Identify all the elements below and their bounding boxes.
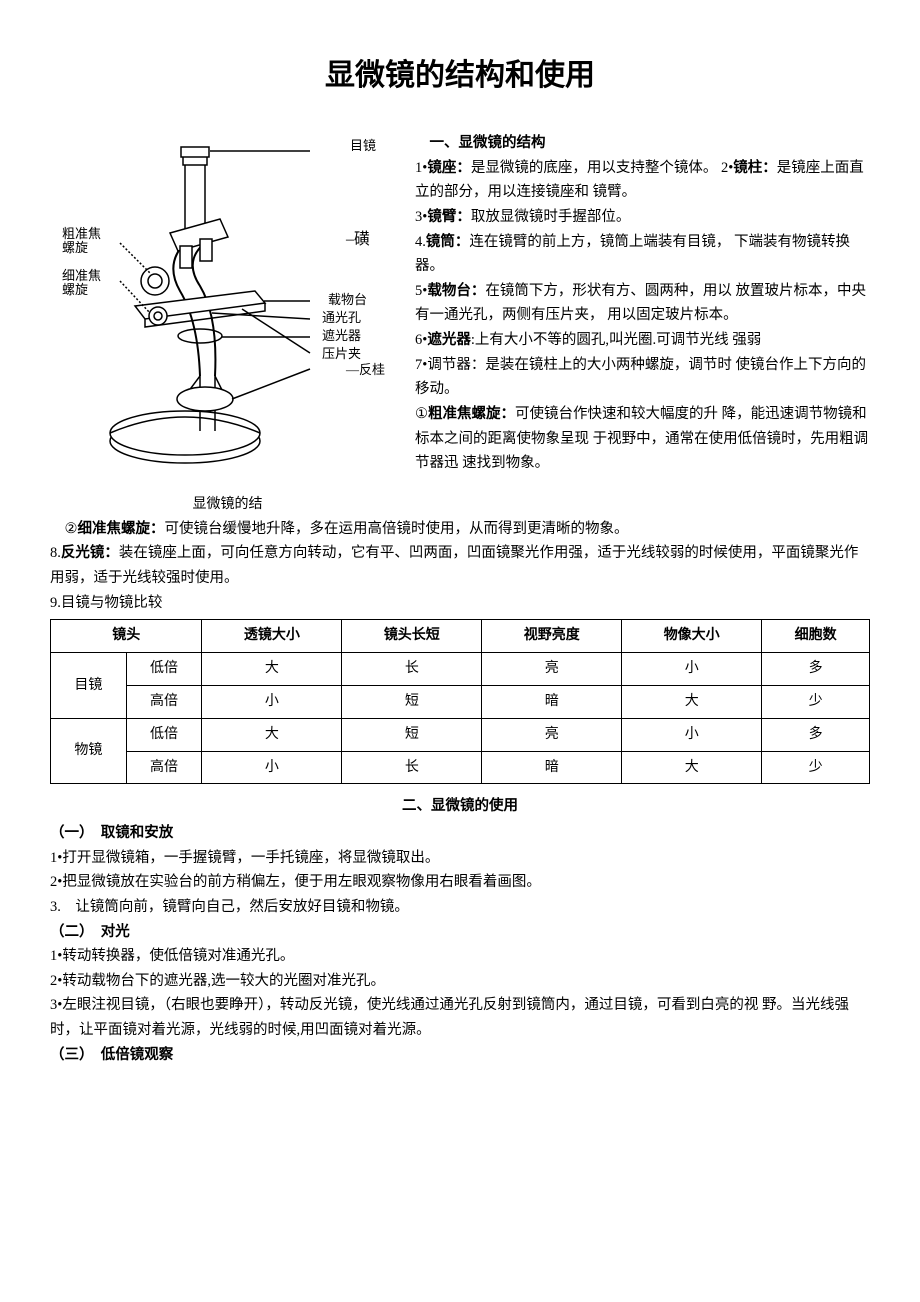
label-fine-2: 螺旋	[62, 283, 88, 297]
p-mirror: 8.反光镜：装在镜座上面，可向任意方向转动，它有平、凹两面，凹面镜聚光作用强，适…	[50, 541, 870, 590]
th-length: 镜头长短	[342, 620, 482, 653]
s2-1: 1•转动转换器，使低倍镜对准通光孔。	[50, 944, 870, 969]
th-imgsize: 物像大小	[622, 620, 762, 653]
s2-3: 3•左眼注视目镜，（右眼也要睁开），转动反光镜，使光线通过通光孔反射到镜筒内，通…	[50, 993, 870, 1042]
structure-text: 一、显微镜的结构 1•镜座：是显微镜的底座，用以支持整个镜体。 2•镜柱：是镜座…	[415, 131, 870, 476]
p-stage: 5•载物台：在镜筒下方，形状有方、圆两种，用以 放置玻片标本，中央有一通光孔，两…	[415, 279, 870, 328]
sub1: （一） 取镜和安放	[50, 821, 870, 846]
table-row: 目镜 低倍 大 长 亮 小 多	[51, 653, 870, 686]
th-lens: 镜头	[51, 620, 202, 653]
sec1-heading: 一、显微镜的结构	[415, 131, 870, 156]
s1-3: 3. 让镜筒向前，镜臂向自己，然后安放好目镜和物镜。	[50, 895, 870, 920]
page-title: 显微镜的结构和使用	[50, 50, 870, 101]
s1-2: 2•把显微镜放在实验台的前方稍偏左，便于用左眼观察物像用右眼看着画图。	[50, 870, 870, 895]
usage-text: （一） 取镜和安放 1•打开显微镜箱，一手握镜臂，一手托镜座，将显微镜取出。 2…	[50, 821, 870, 1067]
p-arm: 3•镜臂：取放显微镜时手握部位。	[415, 205, 870, 230]
td-objective: 物镜	[51, 718, 127, 784]
p-adjuster: 7•调节器：是装在镜柱上的大小两种螺旋，调节时 使镜台作上下方向的移动。	[415, 353, 870, 402]
diagram-caption: 显微镜的结	[50, 493, 405, 517]
lens-comparison-table: 镜头 透镜大小 镜头长短 视野亮度 物像大小 细胞数 目镜 低倍 大 长 亮 小…	[50, 619, 870, 784]
sec2-heading: 二、显微镜的使用	[50, 794, 870, 819]
microscope-svg	[50, 141, 320, 471]
table-row: 镜头 透镜大小 镜头长短 视野亮度 物像大小 细胞数	[51, 620, 870, 653]
table-row: 高倍 小 长 暗 大 少	[51, 751, 870, 784]
after-float-text: ②细准焦螺旋：可使镜台缓慢地升降，多在运用高倍镜时使用，从而得到更清晰的物象。 …	[50, 517, 870, 616]
label-diaphragm: 遮光器	[322, 329, 361, 343]
p-tube: 4.镜筒：连在镜臂的前上方，镜筒上端装有目镜， 下端装有物镜转换器。	[415, 230, 870, 279]
p-coarse: ①粗准焦螺旋：可使镜台作快速和较大幅度的升 降，能迅速调节物镜和标本之间的距离使…	[415, 402, 870, 476]
table-row: 高倍 小 短 暗 大 少	[51, 685, 870, 718]
table-row: 物镜 低倍 大 短 亮 小 多	[51, 718, 870, 751]
label-coarse-2: 螺旋	[62, 241, 88, 255]
sub2: （二） 对光	[50, 920, 870, 945]
microscope-diagram: 目镜 粗准焦 螺旋 细准焦 螺旋 –磺 载物台 通光孔 遮光器 压片夹 —反桂 …	[50, 131, 405, 517]
td-eyepiece: 目镜	[51, 653, 127, 719]
s2-2: 2•转动载物台下的遮光器,选一较大的光圈对准光孔。	[50, 969, 870, 994]
s1-1: 1•打开显微镜箱，一手握镜臂，一手托镜座，将显微镜取出。	[50, 846, 870, 871]
label-clip: 压片夹	[322, 347, 361, 361]
p-compare: 9.目镜与物镜比较	[50, 591, 870, 616]
label-aperture: 通光孔	[322, 311, 361, 325]
sub3: （三） 低倍镜观察	[50, 1043, 870, 1068]
p-fine: ②细准焦螺旋：可使镜台缓慢地升降，多在运用高倍镜时使用，从而得到更清晰的物象。	[50, 517, 870, 542]
p-diaphragm: 6•遮光器:上有大小不等的圆孔,叫光圈.可调节光线 强弱	[415, 328, 870, 353]
label-arm: –磺	[346, 231, 370, 249]
p-base-column: 1•镜座：是显微镜的底座，用以支持整个镜体。 2•镜柱：是镜座上面直立的部分，用…	[415, 156, 870, 205]
label-eyepiece: 目镜	[350, 139, 376, 153]
label-mirror: —反桂	[346, 363, 385, 377]
th-cells: 细胞数	[762, 620, 870, 653]
th-size: 透镜大小	[202, 620, 342, 653]
th-bright: 视野亮度	[482, 620, 622, 653]
label-stage: 载物台	[328, 293, 367, 307]
